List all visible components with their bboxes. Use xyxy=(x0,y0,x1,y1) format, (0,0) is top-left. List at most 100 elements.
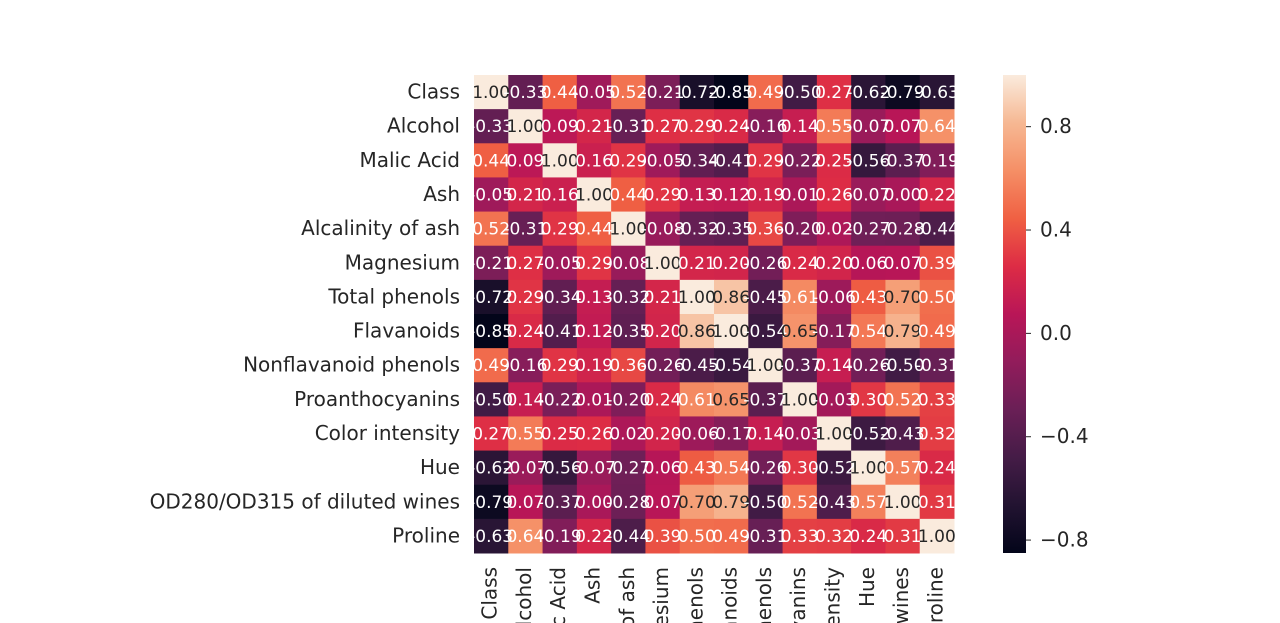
cell-label: -0.79 xyxy=(469,493,513,513)
heatmap-cell xyxy=(645,143,681,178)
cell-label: -0.45 xyxy=(675,356,719,376)
heatmap-cell xyxy=(851,177,886,213)
cell-label: -0.54 xyxy=(709,356,753,376)
cell-label: 0.30 xyxy=(849,390,887,410)
heatmap-cell xyxy=(679,109,715,144)
cell-label: 0.26 xyxy=(815,186,853,206)
heatmap-cell xyxy=(885,279,921,315)
heatmap-cell xyxy=(576,245,612,281)
cell-label: -0.43 xyxy=(812,493,856,513)
cell-label: 1.00 xyxy=(815,425,853,445)
y-tick-label: Flavanoids xyxy=(353,319,460,343)
heatmap-cell xyxy=(645,382,681,417)
cell-label: 0.64 xyxy=(506,527,544,547)
cell-label: 0.31 xyxy=(918,493,956,513)
heatmap-cell xyxy=(885,143,921,178)
x-tick-label: Alcohol xyxy=(512,567,536,623)
heatmap-cell xyxy=(611,450,646,486)
x-tick-label: Nonflavanoid phenols xyxy=(752,567,776,623)
cell-label: 0.49 xyxy=(918,322,956,342)
heatmap-cell xyxy=(576,279,612,315)
cell-label: -0.34 xyxy=(675,151,719,171)
heatmap-cell xyxy=(714,143,749,178)
cell-label: -0.07 xyxy=(572,459,616,479)
heatmap-cell xyxy=(645,211,681,247)
heatmap-cell xyxy=(885,75,921,110)
heatmap-cell xyxy=(474,143,509,178)
heatmap-cell xyxy=(851,416,886,452)
cell-label: 1.00 xyxy=(712,322,750,342)
cell-label: 1.00 xyxy=(472,83,510,103)
heatmap-cell xyxy=(508,348,544,383)
cell-label: 1.00 xyxy=(644,254,682,274)
heatmap-cell xyxy=(542,177,578,213)
cell-label: -0.43 xyxy=(881,425,925,445)
cell-label: -0.50 xyxy=(743,493,787,513)
heatmap-cell xyxy=(508,450,544,486)
heatmap-cell xyxy=(782,143,818,178)
heatmap-cell xyxy=(748,382,784,417)
cell-label: 0.24 xyxy=(712,117,750,137)
cell-label: 0.29 xyxy=(506,288,544,308)
cell-label: 0.06 xyxy=(644,459,682,479)
heatmap-cell xyxy=(679,484,715,520)
heatmap-cell xyxy=(611,518,646,554)
cell-label: -0.85 xyxy=(469,322,513,342)
cell-label: 0.79 xyxy=(884,322,922,342)
cell-label: 0.21 xyxy=(506,186,544,206)
cell-label: 0.00 xyxy=(575,493,613,513)
cell-label: 0.31 xyxy=(884,527,922,547)
cell-label: -0.06 xyxy=(812,288,856,308)
cell-label: -0.50 xyxy=(778,83,822,103)
heatmap-cell xyxy=(714,518,749,554)
heatmap-cell xyxy=(919,245,955,281)
cell-label: -0.07 xyxy=(846,186,890,206)
heatmap-cell xyxy=(816,279,852,315)
cell-label: 0.50 xyxy=(678,527,716,547)
heatmap-cell xyxy=(679,279,715,315)
heatmap-cell xyxy=(919,279,955,315)
cell-label: -0.16 xyxy=(503,356,547,376)
heatmap-cell xyxy=(714,109,749,144)
heatmap-cell xyxy=(645,314,681,349)
heatmap-cell xyxy=(474,518,509,554)
cell-label: 0.13 xyxy=(575,288,613,308)
cell-label: 0.25 xyxy=(815,151,853,171)
heatmap-cell xyxy=(748,348,784,383)
heatmap-cell xyxy=(508,109,544,144)
cell-label: -0.26 xyxy=(846,356,890,376)
cell-label: 0.21 xyxy=(678,254,716,274)
cell-label: -0.20 xyxy=(606,390,650,410)
heatmap-cell xyxy=(919,75,955,110)
cell-label: 0.44 xyxy=(609,186,647,206)
x-tick-label: Malic Acid xyxy=(546,567,570,623)
heatmap-cell xyxy=(851,518,886,554)
cell-label: -0.41 xyxy=(538,322,582,342)
heatmap-cell xyxy=(816,314,852,349)
cell-label: 0.54 xyxy=(849,322,887,342)
cell-label: 0.02 xyxy=(609,425,647,445)
x-tick-label: Total phenols xyxy=(683,567,707,623)
heatmap-cell xyxy=(816,518,852,554)
cell-label: 0.16 xyxy=(541,186,579,206)
heatmap-cell xyxy=(611,143,646,178)
cell-label: -0.52 xyxy=(846,425,890,445)
cell-label: 0.24 xyxy=(918,459,956,479)
heatmap-cell xyxy=(645,245,681,281)
heatmap-cell xyxy=(611,484,646,520)
cell-label: 0.09 xyxy=(506,151,544,171)
y-tick-label: Alcohol xyxy=(387,114,460,138)
heatmap-cell xyxy=(782,382,818,417)
heatmap-cell xyxy=(748,416,784,452)
heatmap-cell xyxy=(679,211,715,247)
heatmap-cell xyxy=(611,211,646,247)
cell-label: -0.56 xyxy=(538,459,582,479)
cell-label: 0.32 xyxy=(918,425,956,445)
heatmap-cell xyxy=(645,177,681,213)
x-tick-label: Class xyxy=(478,567,502,620)
x-tick-label: OD280/OD315 of diluted wines xyxy=(889,567,913,623)
cell-label: -0.41 xyxy=(709,151,753,171)
x-tick-label: Hue xyxy=(855,567,879,607)
heatmap-cell xyxy=(885,177,921,213)
cell-label: -0.85 xyxy=(709,83,753,103)
